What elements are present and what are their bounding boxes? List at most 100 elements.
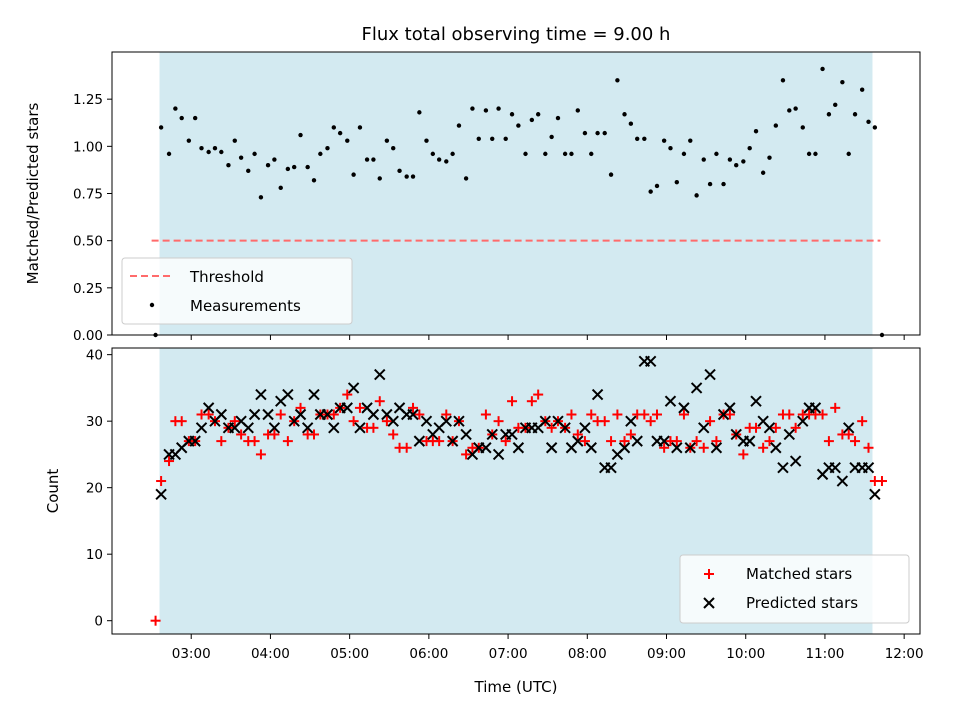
predicted-star-point <box>367 408 380 421</box>
time-x-tick-label: 07:00 <box>489 646 528 662</box>
measurement-point <box>727 157 733 162</box>
measurement-point <box>589 151 594 157</box>
measurement-point <box>496 106 501 111</box>
count-y-tick-label: 20 <box>86 481 103 497</box>
measurement-point <box>846 151 851 157</box>
matched-star-point <box>236 429 247 440</box>
measurement-point <box>780 78 786 83</box>
matched-star-point <box>546 422 557 433</box>
legend-plus-mark <box>704 569 714 579</box>
predicted-star-point <box>446 435 459 447</box>
predicted-star-point <box>631 435 643 447</box>
count-y-tick-label: 10 <box>86 547 103 563</box>
measurement-point <box>158 125 164 130</box>
matched-star-point <box>784 409 795 420</box>
predicted-star-point <box>242 422 254 434</box>
measurement-point <box>404 174 409 179</box>
ratio-y-tick-label: 1.25 <box>73 92 103 108</box>
legend-predicted-swatch <box>703 597 715 609</box>
legend-measurements-swatch <box>149 302 155 308</box>
predicted-star-point <box>440 415 452 427</box>
predicted-star-point <box>374 368 386 381</box>
predicted-star-point <box>777 462 789 474</box>
time-x-tick-label: 08:00 <box>568 646 607 662</box>
measurement-point <box>219 149 224 155</box>
measurement-point <box>357 125 363 130</box>
measurement-point <box>285 166 291 172</box>
matched-star-point <box>342 389 353 400</box>
measurement-point <box>246 168 251 174</box>
measurement-point <box>311 178 317 183</box>
matched-star-point <box>156 476 167 487</box>
predicted-star-point <box>750 395 762 407</box>
count-y-tick-label: 0 <box>94 614 103 630</box>
matched-star-point <box>203 409 214 420</box>
measurement-point <box>806 151 812 157</box>
predicted-star-point <box>698 422 710 434</box>
matched-star-point <box>619 436 630 447</box>
measurement-point <box>238 155 244 160</box>
measurement-point <box>483 108 489 113</box>
measurement-point <box>305 164 310 170</box>
measurement-point <box>549 134 554 140</box>
matched-star-point <box>493 416 504 427</box>
matched-star-point <box>758 442 769 453</box>
matched-star-point <box>817 409 828 420</box>
measurement-point <box>337 130 343 136</box>
matched-star-point <box>678 409 689 420</box>
measurement-point <box>787 108 792 113</box>
measurement-point <box>516 123 521 128</box>
matched-star-point <box>764 436 775 447</box>
predicted-star-point <box>321 408 334 421</box>
measurement-point <box>278 185 283 191</box>
matched-star-point <box>354 402 365 413</box>
measurement-point <box>767 155 772 160</box>
predicted-star-point <box>829 462 841 474</box>
measurement-point <box>364 157 370 162</box>
measurement-point <box>331 125 337 130</box>
count-legend: Matched stars Predicted stars <box>679 554 910 624</box>
predicted-star-point <box>195 422 208 434</box>
matched-star-point <box>414 409 425 420</box>
predicted-star-point <box>658 435 670 447</box>
matched-star-point <box>586 409 597 420</box>
matched-star-point <box>711 436 722 447</box>
matched-star-point <box>229 416 240 427</box>
matched-star-point <box>659 442 670 453</box>
predicted-star-point <box>262 408 274 421</box>
predicted-star-point <box>862 462 875 474</box>
measurement-point <box>444 159 449 164</box>
predicted-star-point <box>453 415 465 427</box>
measurement-point <box>753 129 759 134</box>
legend-matched-swatch <box>704 569 714 579</box>
predicted-star-point <box>155 488 167 501</box>
predicted-star-point <box>486 428 498 441</box>
time-x-tick-label: 03:00 <box>172 646 211 662</box>
predicted-star-point <box>625 415 637 427</box>
matched-star-point <box>533 389 544 400</box>
measurement-point <box>582 130 588 136</box>
measurement-point <box>575 108 580 113</box>
measurement-point <box>681 151 687 157</box>
measurement-point <box>773 123 779 128</box>
measurement-point <box>668 146 673 151</box>
predicted-star-point <box>282 388 294 401</box>
matched-star-point <box>857 416 868 427</box>
matched-star-point <box>408 402 419 413</box>
measurement-point <box>325 146 330 151</box>
predicted-star-point <box>354 422 366 434</box>
predicted-star-point <box>618 442 631 454</box>
predicted-star-point <box>724 402 736 414</box>
matched-star-point <box>480 409 491 420</box>
measurement-point <box>476 136 481 141</box>
measurement-point <box>734 163 739 168</box>
measurement-point <box>852 112 858 117</box>
measurement-point <box>463 176 469 181</box>
measurement-point <box>173 106 178 111</box>
matched-star-point <box>176 416 187 427</box>
matched-star-point <box>863 442 874 453</box>
measurement-point <box>840 79 845 85</box>
predicted-star-point <box>605 462 617 474</box>
measurement-point <box>351 172 356 177</box>
predicted-star-point <box>301 422 314 434</box>
